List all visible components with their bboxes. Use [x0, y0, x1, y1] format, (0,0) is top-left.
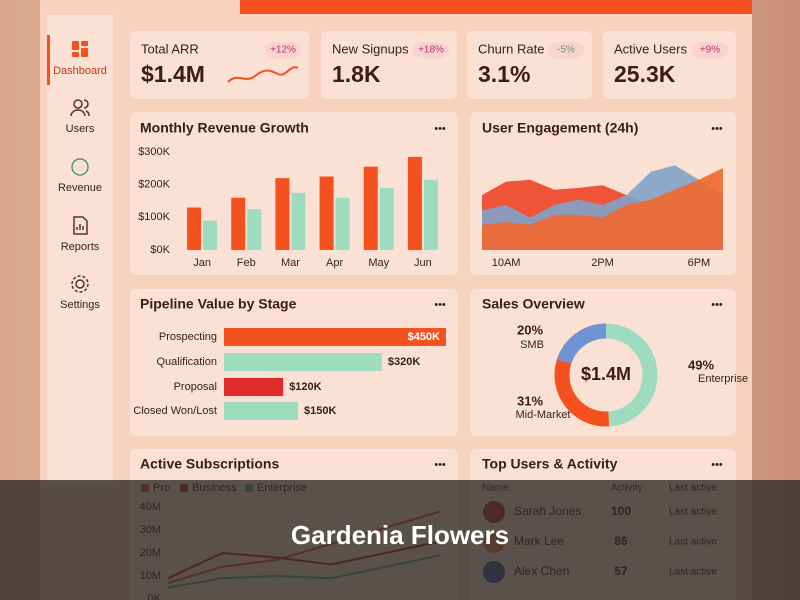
segment-label: Mid-Market	[515, 409, 570, 421]
x-tick-label: 10AM	[492, 257, 521, 269]
value-label: $450K	[408, 331, 440, 343]
bar	[247, 209, 262, 250]
dashboard-icon	[72, 41, 88, 57]
kpi-change: +18%	[418, 45, 444, 56]
bar	[224, 328, 446, 346]
category-label: Qualification	[156, 356, 217, 368]
segment-label: Enterprise	[698, 373, 748, 385]
area	[482, 168, 723, 250]
value-label: 20%	[517, 322, 543, 337]
active-indicator	[47, 35, 50, 85]
category-label: Closed Won/Lost	[133, 405, 217, 417]
category-label: Proposal	[174, 381, 217, 393]
nav-item: Settings	[60, 299, 100, 311]
panel-title: Active Subscriptions	[140, 456, 279, 472]
top-bar	[240, 0, 752, 14]
svg-text:•••: •••	[711, 123, 723, 135]
center-label: $1.4M	[581, 364, 631, 384]
panel-title: Sales Overview	[482, 296, 585, 312]
panel-title: Top Users & Activity	[482, 456, 618, 472]
panel-title: Pipeline Value by Stage	[140, 296, 297, 312]
value-label: 49%	[688, 357, 714, 372]
kpi-label: Active Users	[614, 41, 687, 56]
svg-text:•••: •••	[434, 299, 446, 311]
bar	[224, 402, 298, 420]
kpi-label: New Signups	[332, 41, 409, 56]
x-tick-label: Feb	[237, 257, 256, 269]
kpi-value: 1.8K	[332, 61, 381, 87]
kpi-change: -5%	[557, 45, 575, 56]
kpi-label: Total ARR	[141, 41, 199, 56]
category-label: Prospecting	[159, 331, 217, 343]
kpi-value: 3.1%	[478, 61, 530, 87]
svg-text:•••: •••	[711, 299, 723, 311]
bar	[407, 156, 422, 250]
kpi-change: +9%	[700, 45, 720, 56]
kpi-change: +12%	[270, 45, 296, 56]
panel-title: Monthly Revenue Growth	[140, 120, 309, 136]
donut-segment	[605, 323, 658, 427]
kpi-label: Churn Rate	[478, 41, 544, 56]
svg-text:•••: •••	[434, 123, 446, 135]
bar	[224, 353, 382, 371]
bar	[224, 378, 284, 396]
segment-label: SMB	[520, 339, 544, 351]
nav-item: Revenue	[58, 182, 102, 194]
menu-icons: ••• ••• ••• ••• ••• •••	[434, 123, 723, 471]
donut-segment	[554, 359, 610, 427]
sidebar	[47, 15, 113, 485]
value-label: $120K	[289, 381, 321, 393]
bar	[363, 166, 378, 250]
kpi-value: 25.3K	[614, 61, 676, 87]
caption-band	[0, 480, 800, 600]
donut-segment	[557, 323, 607, 365]
y-tick-label: $0K	[150, 244, 170, 256]
svg-text:•••: •••	[434, 459, 446, 471]
value-label: $150K	[304, 405, 336, 417]
y-tick-label: $200K	[138, 179, 170, 191]
nav-icons	[70, 99, 90, 293]
x-tick-label: 6PM	[688, 257, 711, 269]
bar	[335, 197, 350, 250]
nav-item: Reports	[61, 241, 100, 253]
nav-item: Dashboard	[53, 65, 107, 77]
kpi-badge	[413, 42, 449, 58]
x-tick-label: May	[368, 257, 389, 269]
svg-text:•••: •••	[711, 459, 723, 471]
kpi-badge	[548, 42, 584, 58]
x-tick-label: 2PM	[591, 257, 614, 269]
kpi-badge	[265, 42, 301, 58]
value-label: $320K	[388, 356, 420, 368]
bar	[319, 176, 334, 250]
caption: Gardenia Flowers	[291, 520, 509, 550]
x-tick-label: Jan	[193, 257, 211, 269]
kpi-badge	[692, 42, 728, 58]
bar	[231, 197, 246, 250]
y-tick-label: $300K	[138, 146, 170, 158]
y-tick-label: $100K	[138, 211, 170, 223]
x-tick-label: Apr	[326, 257, 343, 269]
x-tick-label: Mar	[281, 257, 300, 269]
panel-title: User Engagement (24h)	[482, 120, 638, 136]
value-label: 31%	[517, 393, 543, 408]
sparkline	[227, 66, 299, 83]
kpi-value: $1.4M	[141, 61, 205, 87]
bar	[275, 178, 290, 250]
bar	[379, 187, 394, 250]
bar	[291, 192, 306, 250]
bar	[423, 179, 438, 250]
bar	[203, 220, 218, 250]
x-tick-label: Jun	[414, 257, 432, 269]
bar	[187, 207, 202, 250]
nav-item: Users	[66, 123, 95, 135]
